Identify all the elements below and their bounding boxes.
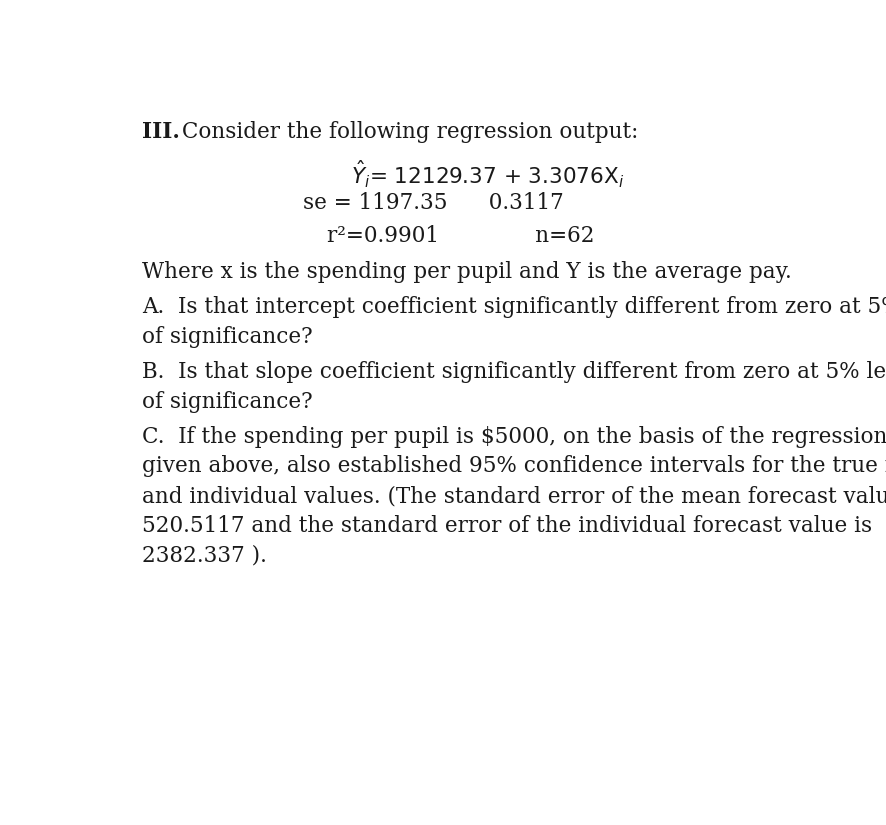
Text: of significance?: of significance? <box>142 390 312 412</box>
Text: and individual values. (The standard error of the mean forecast value is: and individual values. (The standard err… <box>142 485 886 507</box>
Text: 2382.337 ).: 2382.337 ). <box>142 545 267 567</box>
Text: se = 1197.35      0.3117: se = 1197.35 0.3117 <box>303 191 563 214</box>
Text: A.  Is that intercept coefficient significantly different from zero at 5% level: A. Is that intercept coefficient signifi… <box>142 296 886 318</box>
Text: $\hat{Y}_i$= 12129.37 + 3.3076X$_i$: $\hat{Y}_i$= 12129.37 + 3.3076X$_i$ <box>351 158 625 190</box>
Text: r²=0.9901              n=62: r²=0.9901 n=62 <box>327 224 595 247</box>
Text: 520.5117 and the standard error of the individual forecast value is: 520.5117 and the standard error of the i… <box>142 515 872 537</box>
Text: B.  Is that slope coefficient significantly different from zero at 5% level: B. Is that slope coefficient significant… <box>142 361 886 383</box>
Text: C.  If the spending per pupil is $5000, on the basis of the regression results: C. If the spending per pupil is $5000, o… <box>142 426 886 447</box>
Text: of significance?: of significance? <box>142 326 312 348</box>
Text: given above, also established 95% confidence intervals for the true mean: given above, also established 95% confid… <box>142 455 886 478</box>
Text: Consider the following regression output:: Consider the following regression output… <box>175 121 638 144</box>
Text: Where x is the spending per pupil and Y is the average pay.: Where x is the spending per pupil and Y … <box>142 261 791 283</box>
Text: III.: III. <box>142 121 180 144</box>
